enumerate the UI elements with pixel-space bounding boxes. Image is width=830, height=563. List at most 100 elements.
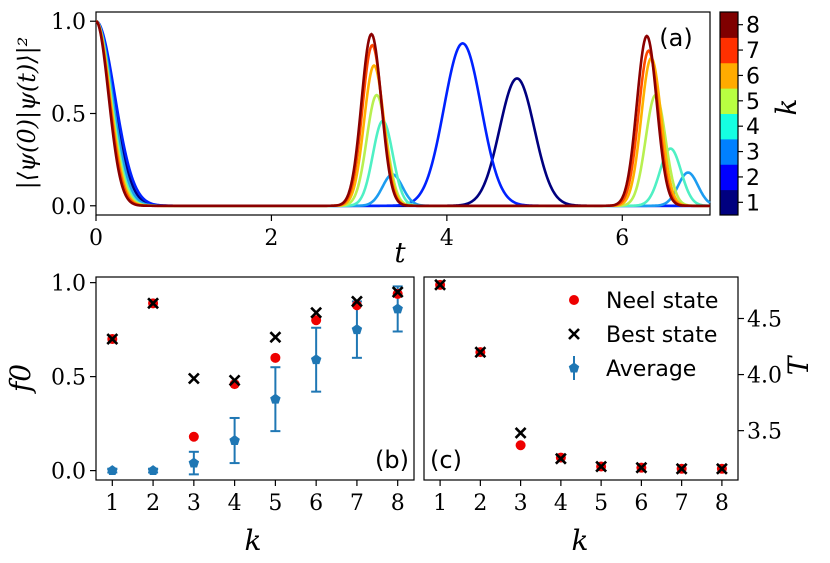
- line-k4: [95, 20, 711, 208]
- c-best-point-k1: [434, 278, 447, 291]
- c-ytick-label-3.5: 3.5: [747, 420, 782, 445]
- b-xtick-label-6: 6: [309, 491, 323, 516]
- panel-c-ylabel: T: [782, 354, 815, 375]
- c-best-point-k5-stroke2: [595, 460, 608, 473]
- panel-a-ylabel: |⟨ψ(0)|ψ(t)⟩|²: [13, 37, 42, 190]
- b-best-point-k8: [391, 286, 404, 298]
- b-average-point-k4: [229, 435, 240, 445]
- b-neel-point-k5: [270, 352, 281, 363]
- colorbar-tick-label-7: 7: [746, 39, 760, 64]
- colorbar-tick-label-4: 4: [746, 115, 760, 140]
- colorbar-tick-label-6: 6: [746, 64, 760, 89]
- a-xtick-label-6: 6: [615, 226, 629, 251]
- b-best-point-k5: [269, 331, 282, 344]
- legend-marker-2: [568, 328, 580, 340]
- legend-marker-1: [569, 295, 579, 305]
- c-xtick-label-6: 6: [634, 491, 648, 516]
- colorbar-segment-6: [720, 62, 738, 89]
- line-k7: [95, 20, 710, 208]
- panel-a-axes: 0 2 4 6 0.0 0.5 1.0: [51, 10, 629, 251]
- a-xtick-label-2: 2: [264, 226, 278, 251]
- b-average-point-k8: [392, 303, 403, 314]
- legend-entry-3: Average: [606, 357, 696, 382]
- legend-entry-1: Neel state: [606, 289, 718, 314]
- b-best-point-k1: [106, 333, 119, 345]
- b-best-point-k7-stroke2: [351, 295, 363, 308]
- b-average-point-k6: [310, 354, 322, 365]
- c-xtick-label-4: 4: [554, 491, 568, 516]
- b-xtick-label-2: 2: [146, 491, 160, 516]
- panel-b-axes: 1 2 3 4 5 6 7 8 0.0 0.5 1.0: [51, 272, 405, 516]
- c-ytick-label-4.0: 4.0: [747, 364, 782, 389]
- c-xtick-label-3: 3: [514, 491, 528, 516]
- c-best-point-k6-stroke2: [635, 461, 648, 474]
- colorbar-label: k: [770, 99, 803, 116]
- b-average-point-k1: [107, 465, 118, 476]
- panel-b: 1 2 3 4 5 6 7 8 0.0 0.5 1.0 (b) k f0: [4, 272, 415, 557]
- b-best-point-k8-stroke2: [391, 286, 404, 298]
- colorbar-tick-label-2: 2: [746, 166, 760, 191]
- c-best-point-k8-stroke2: [715, 462, 728, 475]
- panel-c-marks: [434, 278, 728, 475]
- colorbar-segment-3: [720, 138, 738, 165]
- a-ytick-label-0.5: 0.5: [51, 103, 86, 128]
- panel-a-label: (a): [659, 24, 692, 52]
- c-best-point-k4-stroke2: [554, 452, 567, 465]
- c-best-point-k3: [514, 426, 527, 439]
- b-average-point-k2: [147, 465, 159, 476]
- c-xtick-label-5: 5: [594, 491, 608, 516]
- c-best-point-k1-stroke2: [434, 278, 447, 291]
- a-ytick-label-1.0: 1.0: [51, 10, 86, 35]
- b-best-point-k6-stroke2: [310, 306, 323, 319]
- c-xtick-label-7: 7: [675, 491, 689, 516]
- colorbar-segment-1: [720, 189, 738, 216]
- line-k3: [95, 19, 711, 208]
- c-best-point-k5: [595, 460, 608, 473]
- b-xtick-label-5: 5: [268, 491, 282, 516]
- b-best-point-k4: [228, 374, 241, 387]
- panel-a: 0 2 4 60.00.51.0 (a) t |⟨ψ(0)|ψ(t)⟩|² 12345…: [13, 10, 803, 269]
- b-best-point-k3-stroke2: [187, 372, 200, 385]
- colorbar-tick-label-5: 5: [746, 90, 760, 115]
- legend-marker-3: [568, 356, 580, 380]
- b-xtick-label-3: 3: [187, 491, 201, 516]
- c-ytick-label-4.5: 4.5: [747, 307, 782, 332]
- a-xtick-label-4: 4: [440, 226, 454, 251]
- panel-b-label: (b): [375, 446, 409, 474]
- c-xtick-label-1: 1: [433, 491, 447, 516]
- b-xtick-label-1: 1: [105, 491, 119, 516]
- legend-entry-2: Best state: [606, 323, 717, 348]
- panel-b-frame: [95, 276, 415, 481]
- colorbar-tick-label-1: 1: [746, 191, 760, 216]
- legend: Neel state Best state Average: [568, 289, 718, 382]
- a-xtick-label-0: 0: [89, 226, 103, 251]
- colorbar-segment-8: [720, 12, 738, 38]
- a-ytick-label-0.0: 0.0: [51, 195, 86, 220]
- panel-c-frame: [423, 276, 739, 481]
- c-best-point-k7-stroke2: [675, 462, 688, 475]
- line-k1: [95, 19, 710, 208]
- colorbar-segment-7: [720, 37, 738, 64]
- line-k8: [95, 20, 710, 208]
- b-neel-point-k3: [188, 431, 199, 442]
- b-best-point-k2: [147, 297, 159, 310]
- c-best-point-k8: [715, 462, 728, 475]
- b-best-point-k3: [187, 372, 200, 385]
- c-xtick-label-8: 8: [715, 491, 729, 516]
- colorbar-tick-label-3: 3: [746, 141, 760, 166]
- panel-b-ylabel: f0: [4, 364, 37, 394]
- b-xtick-label-8: 8: [391, 491, 405, 516]
- c-best-point-k4: [554, 452, 567, 465]
- colorbar-segment-2: [720, 164, 738, 191]
- panel-a-lines: [95, 19, 711, 208]
- b-ytick-label-0.0: 0.0: [51, 460, 86, 485]
- b-average-point-k7: [351, 324, 363, 335]
- panel-c-xlabel: k: [572, 524, 589, 557]
- line-k5: [95, 20, 710, 208]
- b-xtick-label-7: 7: [350, 491, 364, 516]
- line-k6: [95, 20, 710, 208]
- panel-a-frame: [95, 11, 711, 216]
- b-ytick-label-0.5: 0.5: [51, 366, 86, 391]
- panel-b-xlabel: k: [245, 524, 262, 557]
- panel-b-marks: [106, 285, 404, 476]
